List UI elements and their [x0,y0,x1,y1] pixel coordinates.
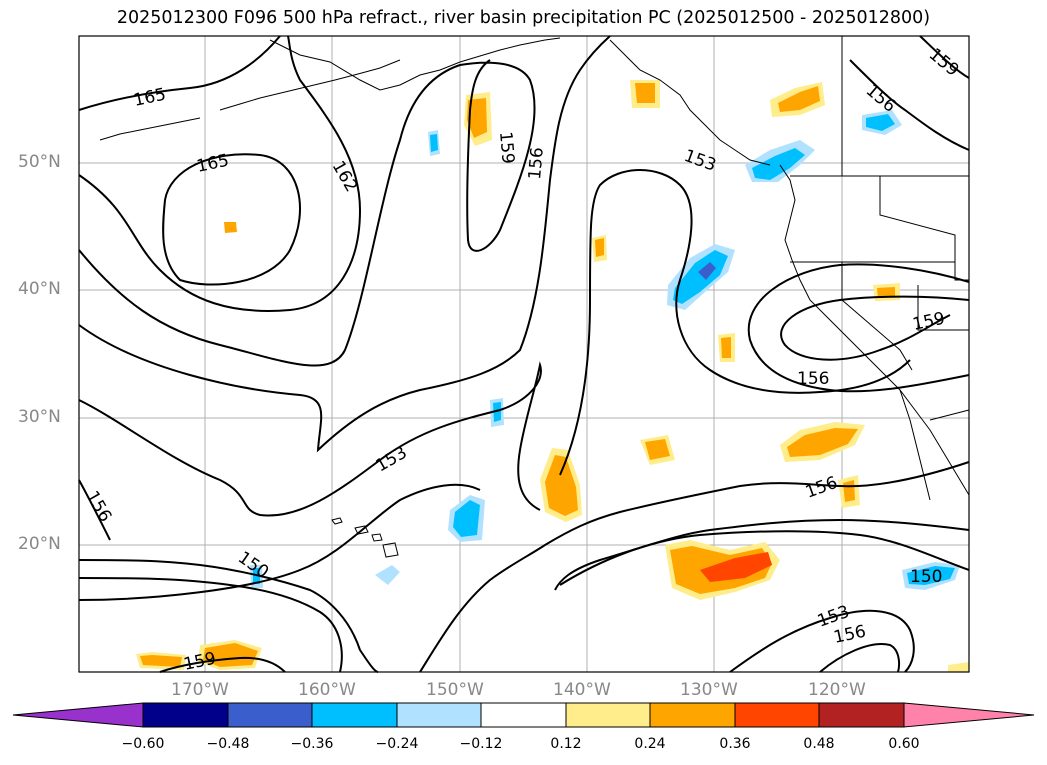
contour-153 [559,169,911,476]
map-frame [78,35,970,673]
anomaly-negative [493,402,501,422]
anomaly-positive [545,455,578,516]
colorbar [12,702,1035,728]
contour-153 [78,361,542,517]
lon-label: 130°W [680,680,738,700]
lon-label: 170°W [171,680,229,700]
colorbar-segment [227,702,313,728]
graticule [79,36,969,672]
colorbar-extend-high [903,702,1035,728]
contour-159 [78,59,536,367]
contour-159 [780,295,970,361]
contour-153 [78,483,481,601]
contour-156 [78,35,611,453]
refractivity-contours [78,35,970,673]
colorbar-tick-label: 0.24 [634,736,666,752]
lat-label: 30°N [18,407,61,427]
anomaly-negative [866,114,895,131]
anomaly-positive [595,238,604,257]
colorbar-tick-label: −0.12 [459,736,503,752]
contour-label: 159 [495,131,518,165]
anomaly-positive [700,552,772,582]
lat-label: 40°N [18,279,61,299]
anomaly-negative [907,566,955,585]
anomaly-positive [140,655,182,667]
contour-label: 156 [525,146,548,180]
contour-156 [729,609,915,673]
lat-label: 50°N [18,152,61,172]
contour-165 [78,35,281,111]
contour-label: 156 [862,81,900,117]
contour-label: 165 [195,151,231,177]
contour-label: 159 [925,45,963,81]
contour-159 [819,643,900,673]
contour-147 [159,656,286,673]
colorbar-tick-label: 0.60 [888,736,920,752]
anomaly-positive [843,480,855,502]
anomaly-positive [877,287,895,298]
anomaly-negative [430,134,438,152]
colorbar-tick-label: 0.12 [550,736,582,752]
lon-label: 160°W [298,680,356,700]
colorbar-segment [818,702,905,728]
colorbar-segment [649,702,736,728]
contour-label: 153 [681,146,718,176]
colorbar-segment [734,702,820,728]
figure-title: 2025012300 F096 500 hPa refract., river … [116,8,931,28]
colorbar-tick-label: 0.36 [719,736,751,752]
anomaly-positive [645,439,670,460]
colorbar-segment [480,702,567,728]
anomaly-positive [467,98,487,138]
contour-156 [747,263,970,393]
colorbar-segment [565,702,651,728]
contour-label: 156 [797,369,829,389]
lat-label: 20°N [18,534,61,554]
anomaly-negative [698,262,716,280]
contour-156 [554,518,970,591]
colorbar-tick-label: −0.24 [375,736,419,752]
contour-label: 159 [182,649,218,675]
colorbar-extend-low [12,702,144,728]
anomaly-positive [778,86,820,112]
anomaly-negative [375,565,400,585]
hawaii-islands [331,517,399,558]
contour-150 [78,577,343,673]
colorbar-tick-label: −0.60 [121,736,165,752]
colorbar-segment [142,702,229,728]
contour-150 [419,461,970,673]
contour-156 [849,59,970,151]
coastlines [99,36,970,501]
colorbar-tick-label: 0.48 [803,736,835,752]
contour-label: 156 [803,473,840,503]
contour-162 [78,35,362,312]
contour-156 [78,479,111,541]
contour-159 [919,35,970,79]
anomaly-positive [948,662,969,672]
anomaly-positive [224,222,237,233]
anomaly-negative [453,500,480,537]
anomaly-negative [752,148,805,180]
contour-label: 165 [132,85,168,111]
lon-label: 140°W [553,680,611,700]
contour-165 [162,153,301,286]
colorbar-tick-label: −0.48 [206,736,250,752]
contour-150 [78,559,379,673]
lon-label: 150°W [426,680,484,700]
anomaly-negative [673,250,728,304]
colorbar-segment [311,702,398,728]
contour-label: 153 [373,443,411,477]
contour-label: 150 [910,567,942,587]
lon-label: 120°W [808,680,866,700]
anomaly-positive [787,428,858,457]
contour-label: 159 [911,309,947,335]
precip-anomalies [136,80,969,672]
colorbar-tick-label: −0.36 [290,736,334,752]
anomaly-positive [635,83,655,103]
anomaly-positive [721,337,731,358]
colorbar-segment [396,702,482,728]
